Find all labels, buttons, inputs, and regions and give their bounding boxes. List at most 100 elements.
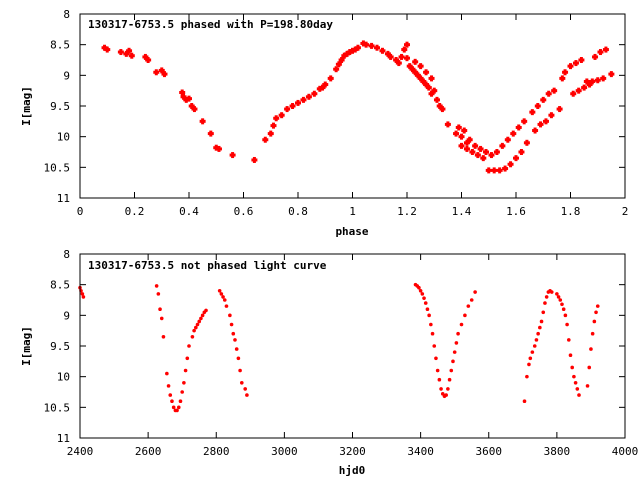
data-point (434, 356, 438, 361)
data-point (387, 53, 394, 60)
data-point (534, 103, 541, 109)
x-tick-label: 1.2 (397, 205, 417, 218)
data-point (159, 316, 164, 321)
data-point (273, 115, 280, 122)
data-point (483, 149, 490, 155)
data-point (428, 75, 435, 82)
data-point (515, 124, 522, 131)
data-point (536, 331, 540, 336)
data-point (594, 77, 601, 84)
data-point (239, 381, 244, 385)
data-point (459, 322, 464, 327)
data-point (207, 130, 214, 137)
data-point (417, 285, 421, 290)
data-point (243, 387, 248, 391)
y-tick-label: 8 (63, 8, 70, 21)
data-point (532, 344, 537, 348)
x-tick-label: 1.6 (506, 205, 526, 218)
y-tick-label: 10.5 (44, 401, 71, 414)
phased-light-curve-panel: 130317-6753.5 phased with P=198.80day ph… (20, 8, 628, 238)
data-point (439, 106, 446, 113)
data-point (412, 58, 419, 65)
x-axis-label: hjd0 (339, 464, 366, 477)
data-point (477, 145, 484, 152)
data-point (145, 57, 152, 63)
data-point (295, 99, 301, 106)
data-point (528, 356, 533, 361)
x-tick-label: 3600 (476, 445, 503, 458)
data-point (423, 301, 428, 305)
x-axis-label: phase (335, 225, 368, 238)
y-tick-label: 9 (63, 69, 70, 82)
data-point (126, 47, 133, 54)
y-tick-label: 8 (63, 248, 70, 261)
data-point (570, 365, 575, 370)
x-tick-label: 3400 (407, 445, 434, 458)
data-point (166, 384, 171, 388)
data-point (439, 387, 443, 391)
data-point (585, 384, 590, 388)
data-point (545, 90, 552, 97)
data-point (267, 130, 274, 137)
data-point (178, 399, 183, 404)
data-point (473, 290, 477, 294)
data-point (219, 292, 224, 296)
data-point (186, 95, 192, 102)
data-point (474, 152, 481, 159)
data-point (534, 338, 539, 342)
data-point (444, 393, 448, 397)
data-point (158, 307, 162, 312)
data-point (452, 350, 457, 354)
data-point (191, 106, 198, 113)
data-point (472, 142, 479, 149)
x-tick-label: 0 (77, 205, 84, 218)
data-point (561, 307, 566, 312)
data-point (522, 399, 527, 404)
data-point (300, 96, 307, 103)
y-axis-label: I[mag] (20, 326, 33, 366)
data-point (156, 292, 161, 296)
data-point (423, 69, 430, 76)
data-point (589, 347, 593, 351)
data-point (322, 81, 329, 88)
axis-ticks: 0 0.2 0.4 0.6 0.8 1 1.2 1.4 1.6 1.8 2 8 8.5 9 9.5 10 10.… (44, 8, 629, 218)
data-point (228, 313, 232, 318)
x-tick-label: 3800 (544, 445, 571, 458)
data-point (200, 313, 205, 318)
data-point (493, 149, 500, 155)
data-point (229, 152, 236, 159)
x-tick-label: 2400 (67, 445, 94, 458)
data-point (363, 41, 370, 48)
data-point (222, 298, 227, 302)
data-point (485, 167, 492, 174)
data-point (463, 313, 467, 318)
data-point (590, 331, 595, 336)
data-point (458, 133, 465, 140)
data-point (563, 313, 568, 318)
data-point (333, 66, 340, 73)
data-point (496, 167, 503, 174)
y-axis-label: I[mag] (20, 86, 33, 126)
data-point (197, 319, 202, 324)
data-point (234, 347, 239, 351)
data-point (466, 136, 473, 143)
data-point (566, 338, 571, 342)
data-point (335, 61, 342, 68)
data-point (602, 46, 609, 53)
data-point (469, 298, 474, 302)
data-point (422, 296, 426, 300)
data-point (128, 52, 135, 59)
data-point (542, 118, 549, 125)
data-point (572, 374, 576, 379)
data-point (289, 103, 296, 109)
data-point (311, 90, 318, 97)
data-point (540, 96, 547, 103)
data-point (572, 60, 579, 67)
data-point (577, 393, 581, 397)
data-point (454, 341, 459, 345)
data-point (183, 368, 188, 373)
data-point (555, 292, 559, 296)
data-point (560, 302, 564, 307)
data-point (592, 53, 599, 60)
data-point (354, 44, 361, 51)
